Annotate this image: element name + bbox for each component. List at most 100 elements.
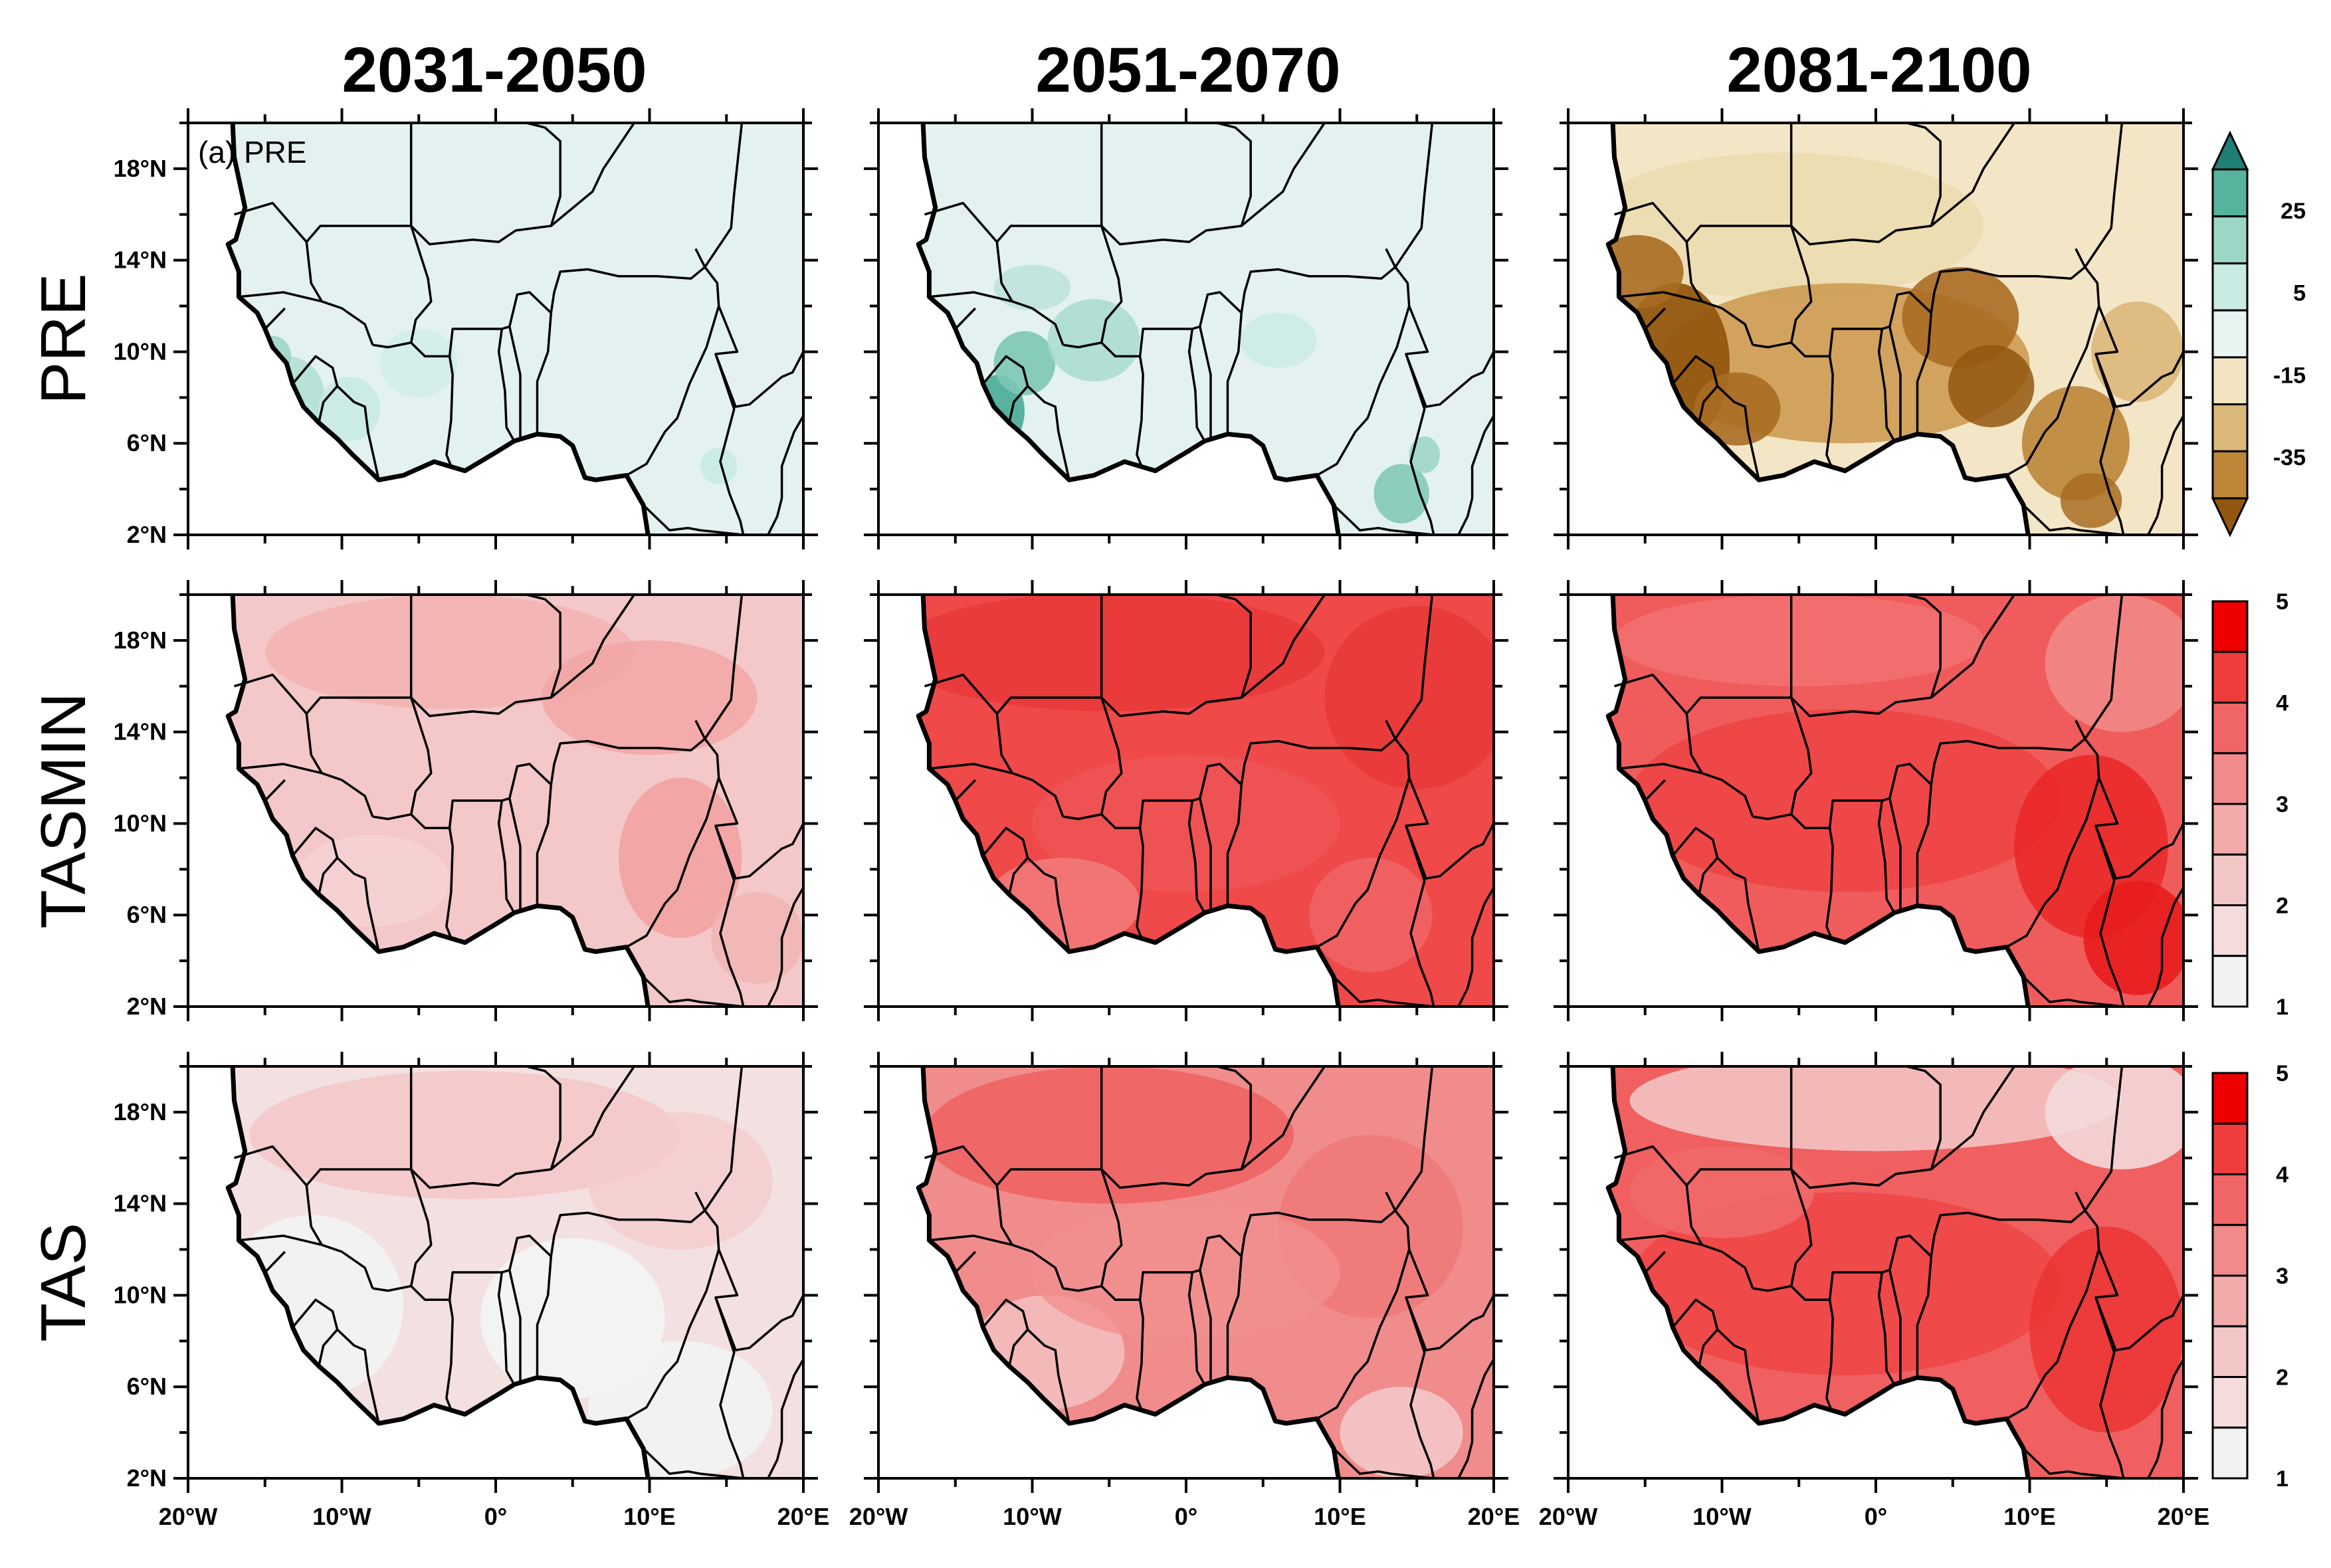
border-line: [1405, 777, 1494, 880]
border-line: [234, 123, 413, 243]
contour-region: [2083, 880, 2183, 995]
colorbar-segment: [2211, 1072, 2249, 1125]
border-line: [1644, 1250, 1667, 1274]
border-line: [1226, 1256, 1243, 1378]
border-line: [497, 1272, 516, 1385]
colorbar-label: 5: [2293, 281, 2306, 306]
y-tick-label: 14°N: [114, 718, 167, 745]
contour-region: [1324, 606, 1494, 789]
border-line: [954, 307, 977, 330]
row-title-pre: PRE: [28, 273, 99, 404]
border-line: [982, 1298, 1029, 1367]
map-panel-pre-2: [864, 108, 1508, 549]
country-borders: [234, 123, 803, 535]
border-line: [1685, 1185, 1703, 1246]
colorbar-segment: [2211, 1274, 2249, 1327]
border-line: [1100, 225, 1123, 343]
border-line: [1027, 1328, 1070, 1424]
border-line: [448, 763, 552, 829]
coastline: [1605, 1066, 2031, 1478]
border-line: [1619, 763, 1754, 817]
border-line: [1619, 1234, 1754, 1289]
border-line: [1241, 1066, 1326, 1171]
border-line: [550, 1066, 635, 1171]
border-line: [409, 225, 433, 343]
country-borders: [1614, 595, 2183, 1007]
border-line: [1614, 123, 1793, 243]
colorbar-segment: [2211, 450, 2249, 500]
border-line: [1930, 1191, 2086, 1257]
border-line: [625, 266, 720, 476]
contour-region: [1948, 345, 2035, 428]
border-line: [642, 504, 744, 535]
border-line: [2094, 353, 2125, 535]
border-line: [780, 415, 803, 498]
colorbar-label: 25: [2280, 199, 2306, 224]
map-area: [878, 1066, 1494, 1478]
border-line: [2005, 737, 2100, 948]
y-tick-label: 10°N: [114, 809, 167, 836]
border-line: [2160, 415, 2183, 498]
map-area: [1568, 123, 2183, 535]
border-line: [1332, 504, 1434, 535]
colorbar-label: 5: [2276, 1061, 2288, 1086]
coastline: [225, 1066, 651, 1478]
border-line: [1457, 498, 1474, 535]
colorbar-segment: [2211, 356, 2249, 406]
border-line: [508, 798, 522, 911]
border-line: [924, 595, 1103, 715]
row-title-tasmin: TASMIN: [28, 692, 99, 929]
map-panel-pre-1: 2°N 6°N 10°N 14°N 18°N: [114, 108, 818, 549]
contour-region: [249, 1070, 680, 1199]
x-tick-label: 20°E: [1468, 1503, 1520, 1530]
x-tick-label: 10°W: [1692, 1503, 1751, 1530]
border-line: [642, 975, 744, 1007]
colorbar-segment: [2211, 168, 2249, 218]
border-line: [410, 123, 561, 246]
border-line: [239, 1234, 374, 1289]
border-line: [1828, 1234, 1932, 1300]
border-line: [1716, 385, 1760, 480]
border-line: [1226, 784, 1243, 906]
border-line: [1241, 595, 1326, 699]
border-line: [1187, 1272, 1206, 1385]
y-tick-label: 14°N: [114, 1190, 167, 1217]
x-tick-label: 20°W: [849, 1503, 908, 1530]
border-line: [1138, 763, 1243, 829]
border-line: [704, 595, 744, 739]
map-area: [1568, 1066, 2183, 1478]
contour-region: [1309, 858, 1433, 973]
border-line: [2022, 504, 2124, 535]
contour-region: [1409, 436, 1440, 473]
border-line: [550, 720, 706, 785]
colorbar-label: 1: [2276, 1466, 2288, 1492]
border-line: [982, 355, 1029, 423]
x-tick-label: 10°E: [623, 1503, 675, 1530]
border-line: [239, 763, 374, 817]
ocean-mask: [188, 123, 649, 535]
border-line: [1199, 798, 1212, 911]
border-line: [1027, 385, 1070, 480]
ocean-mask: [878, 1066, 1339, 1478]
border-line: [924, 1066, 1103, 1187]
colorbar-segment: [2211, 853, 2249, 906]
border-line: [1405, 305, 1494, 408]
border-line: [1916, 784, 1933, 906]
border-line: [625, 737, 720, 948]
contour-region: [2045, 1066, 2183, 1169]
border-line: [497, 800, 516, 914]
country-borders: [924, 123, 1494, 535]
border-line: [448, 1234, 552, 1300]
border-line: [2005, 1209, 2100, 1420]
colorbar-pre: 25 5 -15 -35: [2211, 130, 2306, 538]
map-panel-tasmin-2: [864, 580, 1508, 1021]
country-borders: [1614, 123, 2183, 535]
coastline: [916, 1066, 1341, 1478]
border-line: [1716, 856, 1760, 952]
country-borders: [924, 1066, 1494, 1478]
border-line: [2147, 969, 2164, 1007]
contour-region: [619, 777, 742, 938]
colorbar-label: 2: [2276, 894, 2288, 919]
map-panel-tas-1: 2°N 6°N 10°N 14°N 18°N 20°W 10°W 0° 10°E 20°E: [114, 1052, 829, 1530]
